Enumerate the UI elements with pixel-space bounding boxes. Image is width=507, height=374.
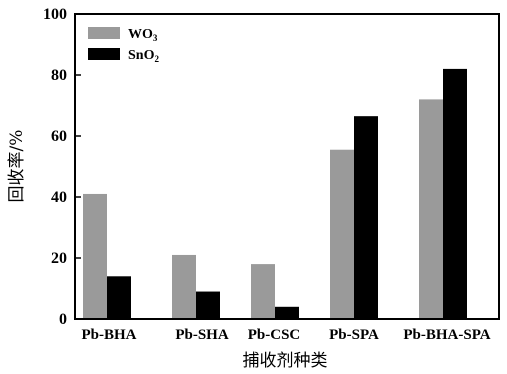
x-category-label: Pb-SHA	[175, 327, 229, 343]
bar-sno2-pb-sha	[196, 291, 220, 319]
legend-swatch-sno2	[88, 48, 120, 60]
bar-wo3-pb-bha	[83, 193, 107, 319]
x-category-label: Pb-BHA-SPA	[403, 327, 490, 343]
y-tick-label: 80	[51, 67, 67, 84]
x-axis-title: 捕收剂种类	[243, 351, 328, 371]
bar-wo3-pb-bha-spa	[419, 99, 443, 320]
bar-sno2-pb-spa	[354, 116, 378, 319]
y-tick-label: 40	[51, 189, 67, 206]
legend-label-sno2: SnO2	[128, 48, 159, 64]
bars-group	[83, 68, 467, 320]
bar-sno2-pb-csc	[275, 306, 299, 319]
legend-label-wo3: WO3	[128, 27, 158, 43]
bar-wo3-pb-csc	[251, 264, 275, 319]
y-tick-label: 100	[43, 6, 67, 23]
x-category-label: Pb-CSC	[248, 327, 301, 343]
legend-swatch-wo3	[88, 27, 120, 39]
legend: WO3 SnO2	[88, 27, 159, 64]
bar-wo3-pb-sha	[172, 254, 196, 319]
bar-sno2-pb-bha	[107, 276, 131, 319]
bar-sno2-pb-bha-spa	[443, 68, 467, 320]
y-tick-label: 60	[51, 128, 67, 145]
plot-frame	[74, 13, 500, 320]
x-category-label: Pb-BHA	[81, 327, 136, 343]
y-tick-label: 0	[59, 311, 67, 328]
y-tick-label: 20	[51, 250, 67, 267]
y-axis-title: 回收率/%	[7, 130, 27, 203]
x-category-label: Pb-SPA	[329, 327, 379, 343]
x-axis-category-labels: Pb-BHA Pb-SHA Pb-CSC Pb-SPA Pb-BHA-SPA	[81, 327, 490, 343]
bar-wo3-pb-spa	[330, 149, 354, 319]
